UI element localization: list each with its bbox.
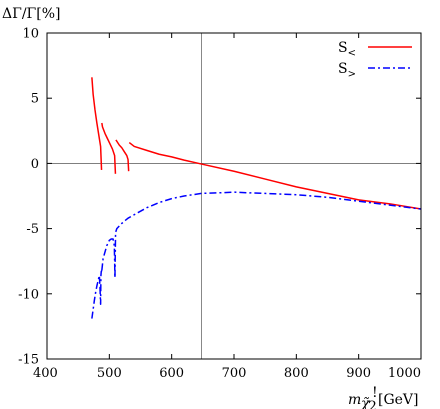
x-tick-label: 400 <box>33 366 58 381</box>
x-tick-label: 1000 <box>388 366 421 381</box>
y-tick-label: 5 <box>31 92 39 107</box>
x-tick-label: 600 <box>159 366 184 381</box>
plot-frame <box>46 32 422 360</box>
y-tick-label: -5 <box>26 222 39 237</box>
legend: S< S> <box>338 40 412 80</box>
x-tick-label: 700 <box>222 366 247 381</box>
legend-label-s-less: S< <box>338 40 356 59</box>
x-axis-title-main: m <box>348 392 361 408</box>
legend-entry-s-greater: S> <box>338 61 412 80</box>
legend-entry-s-less: S< <box>338 40 412 59</box>
ticks-layer: 400 500 600 700 800 900 1000 10 5 0 -5 -10 -15 <box>18 27 422 381</box>
x-tick-label: 900 <box>346 366 371 381</box>
reference-lines <box>47 33 421 359</box>
y-tick-label: 10 <box>22 27 39 42</box>
series-line-s-less-segment-0 <box>91 77 103 170</box>
series-layer <box>91 77 422 319</box>
series-line-s-less-segment-2 <box>115 139 130 172</box>
legend-label-s-greater: S> <box>338 61 356 80</box>
y-tick-label: -10 <box>18 287 39 302</box>
series-line-s-less-segment-1 <box>101 122 117 174</box>
series-line-s-less-segment-3 <box>128 141 422 210</box>
series-line-s-greater-segment-0 <box>91 274 101 319</box>
y-axis-title: ΔΓ/Γ[%] <box>2 6 60 22</box>
series-line-s-greater-segment-2 <box>101 238 116 277</box>
y-tick-label: 0 <box>31 157 39 172</box>
series-line-s-greater-segment-3 <box>114 191 422 277</box>
y-tick-label: -15 <box>18 353 39 368</box>
x-axis-title-sub: χ̃ <box>360 396 371 409</box>
x-axis-title: m χ̃ 2 ! [GeV] <box>348 385 419 409</box>
x-axis-title-sup: ! <box>372 385 378 401</box>
x-axis-title-unit: [GeV] <box>378 392 419 408</box>
x-tick-label: 800 <box>284 366 309 381</box>
x-axis-title-subsub: 2 <box>368 399 377 409</box>
x-tick-label: 500 <box>97 366 122 381</box>
series-line-s-greater-segment-1 <box>99 270 103 305</box>
